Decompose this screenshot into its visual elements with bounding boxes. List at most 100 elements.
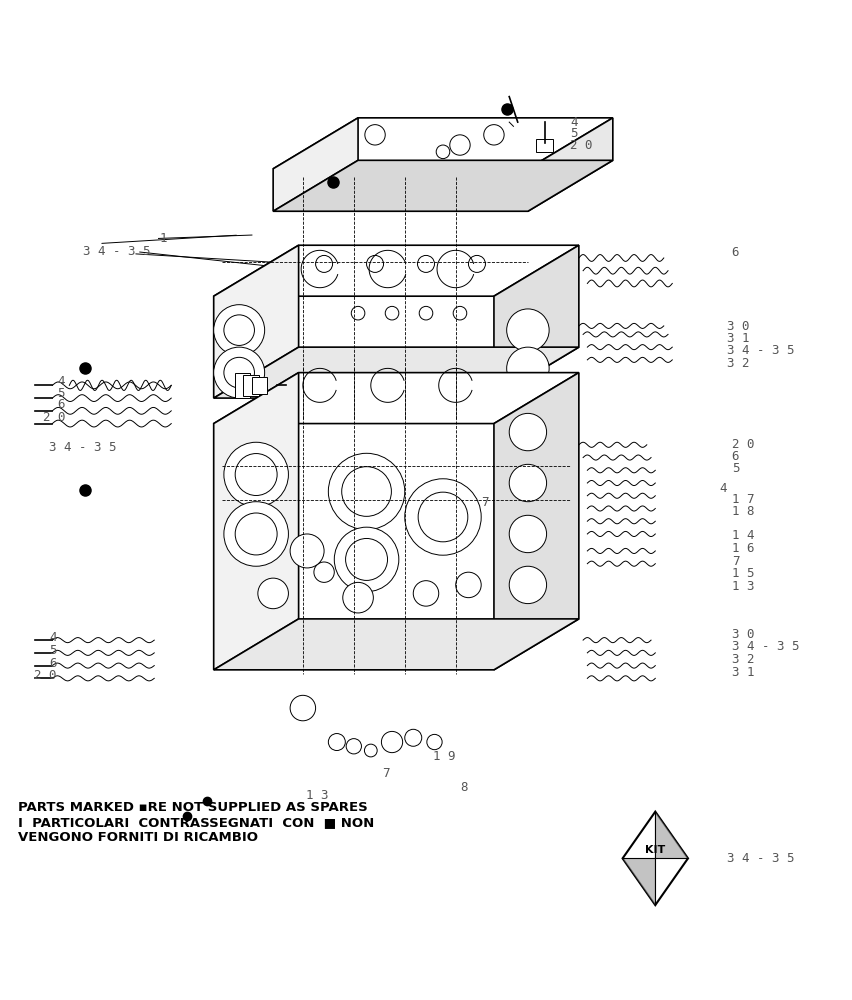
Circle shape (291, 695, 315, 721)
Text: 2 0: 2 0 (570, 139, 593, 152)
Text: 4: 4 (570, 116, 578, 129)
Polygon shape (214, 245, 298, 398)
Text: 3 4 - 3 5: 3 4 - 3 5 (728, 852, 795, 865)
Circle shape (507, 347, 550, 390)
Text: 1 4: 1 4 (732, 529, 754, 542)
Circle shape (509, 566, 547, 604)
Text: 3 1: 3 1 (732, 666, 754, 679)
Text: 5: 5 (58, 387, 65, 400)
Text: 6: 6 (732, 450, 740, 463)
Circle shape (351, 306, 365, 320)
Circle shape (224, 357, 255, 388)
Circle shape (214, 347, 265, 398)
Text: 7: 7 (382, 767, 389, 780)
Circle shape (509, 413, 547, 451)
Text: 8: 8 (460, 781, 468, 794)
Circle shape (385, 306, 399, 320)
Circle shape (484, 125, 504, 145)
Text: 1 3: 1 3 (732, 580, 754, 593)
Polygon shape (623, 812, 688, 905)
Circle shape (214, 305, 265, 356)
Circle shape (456, 572, 481, 598)
Circle shape (405, 729, 422, 746)
Text: VENGONO FORNITI DI RICAMBIO: VENGONO FORNITI DI RICAMBIO (19, 831, 258, 844)
Polygon shape (273, 118, 358, 211)
Text: 4: 4 (58, 375, 65, 388)
Circle shape (343, 582, 373, 613)
Polygon shape (623, 858, 655, 905)
Circle shape (334, 527, 399, 592)
Text: 7: 7 (732, 555, 740, 568)
Circle shape (365, 125, 385, 145)
Circle shape (224, 315, 255, 345)
Circle shape (224, 442, 289, 507)
Circle shape (224, 502, 289, 566)
Circle shape (258, 578, 289, 609)
Text: 6: 6 (732, 246, 740, 259)
Circle shape (453, 306, 467, 320)
Circle shape (509, 515, 547, 553)
Circle shape (346, 538, 388, 580)
Polygon shape (214, 347, 579, 398)
Bar (537, 139, 554, 152)
Text: PARTS MARKED ▪RE NOT SUPPLIED AS SPARES: PARTS MARKED ▪RE NOT SUPPLIED AS SPARES (19, 801, 368, 814)
Circle shape (418, 492, 468, 542)
Text: 1 5: 1 5 (732, 567, 754, 580)
Text: 6: 6 (49, 657, 56, 670)
Circle shape (314, 562, 334, 582)
Text: 1 9: 1 9 (433, 750, 455, 763)
Text: 3 4 - 3 5: 3 4 - 3 5 (732, 640, 799, 653)
Text: 3 4 - 3 5: 3 4 - 3 5 (83, 245, 150, 258)
Circle shape (382, 731, 403, 753)
Circle shape (328, 734, 345, 751)
Polygon shape (494, 373, 579, 670)
Circle shape (419, 306, 433, 320)
Polygon shape (273, 160, 613, 211)
Circle shape (235, 513, 277, 555)
Polygon shape (655, 812, 688, 858)
Circle shape (417, 255, 435, 272)
Circle shape (328, 453, 405, 530)
Text: 6: 6 (58, 398, 65, 411)
Circle shape (413, 581, 439, 606)
Circle shape (469, 255, 486, 272)
Text: 7: 7 (481, 496, 489, 509)
Text: 1 6: 1 6 (732, 542, 754, 555)
Circle shape (365, 744, 377, 757)
Text: 1 3: 1 3 (306, 789, 328, 802)
Circle shape (235, 454, 277, 495)
Text: 1 8: 1 8 (732, 505, 754, 518)
Circle shape (291, 534, 324, 568)
Circle shape (507, 309, 550, 351)
Text: 3 1: 3 1 (728, 332, 750, 345)
Text: 3 4 - 3 5: 3 4 - 3 5 (728, 344, 795, 357)
Text: 3 0: 3 0 (728, 320, 750, 333)
Polygon shape (252, 377, 268, 394)
Text: 4: 4 (719, 482, 727, 495)
Polygon shape (214, 245, 579, 296)
Polygon shape (494, 245, 579, 398)
Text: 1 7: 1 7 (732, 493, 754, 506)
Text: 5: 5 (49, 644, 56, 657)
Text: 3 2: 3 2 (732, 653, 754, 666)
Polygon shape (214, 373, 298, 670)
Circle shape (405, 479, 481, 555)
Circle shape (427, 734, 442, 750)
Polygon shape (244, 375, 259, 396)
Text: 3 0: 3 0 (732, 628, 754, 641)
Text: 5: 5 (732, 462, 740, 475)
Polygon shape (235, 373, 250, 398)
Polygon shape (528, 118, 613, 211)
Polygon shape (214, 619, 579, 670)
Circle shape (342, 467, 391, 516)
Polygon shape (214, 373, 579, 424)
Text: I  PARTICOLARI  CONTRASSEGNATI  CON  ■ NON: I PARTICOLARI CONTRASSEGNATI CON ■ NON (19, 816, 375, 829)
Circle shape (366, 255, 383, 272)
Text: 1: 1 (159, 232, 167, 245)
Circle shape (315, 255, 332, 272)
Text: 3 4 - 3 5: 3 4 - 3 5 (49, 441, 116, 454)
Text: 2 0: 2 0 (43, 411, 65, 424)
Text: KIT: KIT (645, 845, 665, 855)
Circle shape (450, 135, 470, 155)
Circle shape (346, 739, 361, 754)
